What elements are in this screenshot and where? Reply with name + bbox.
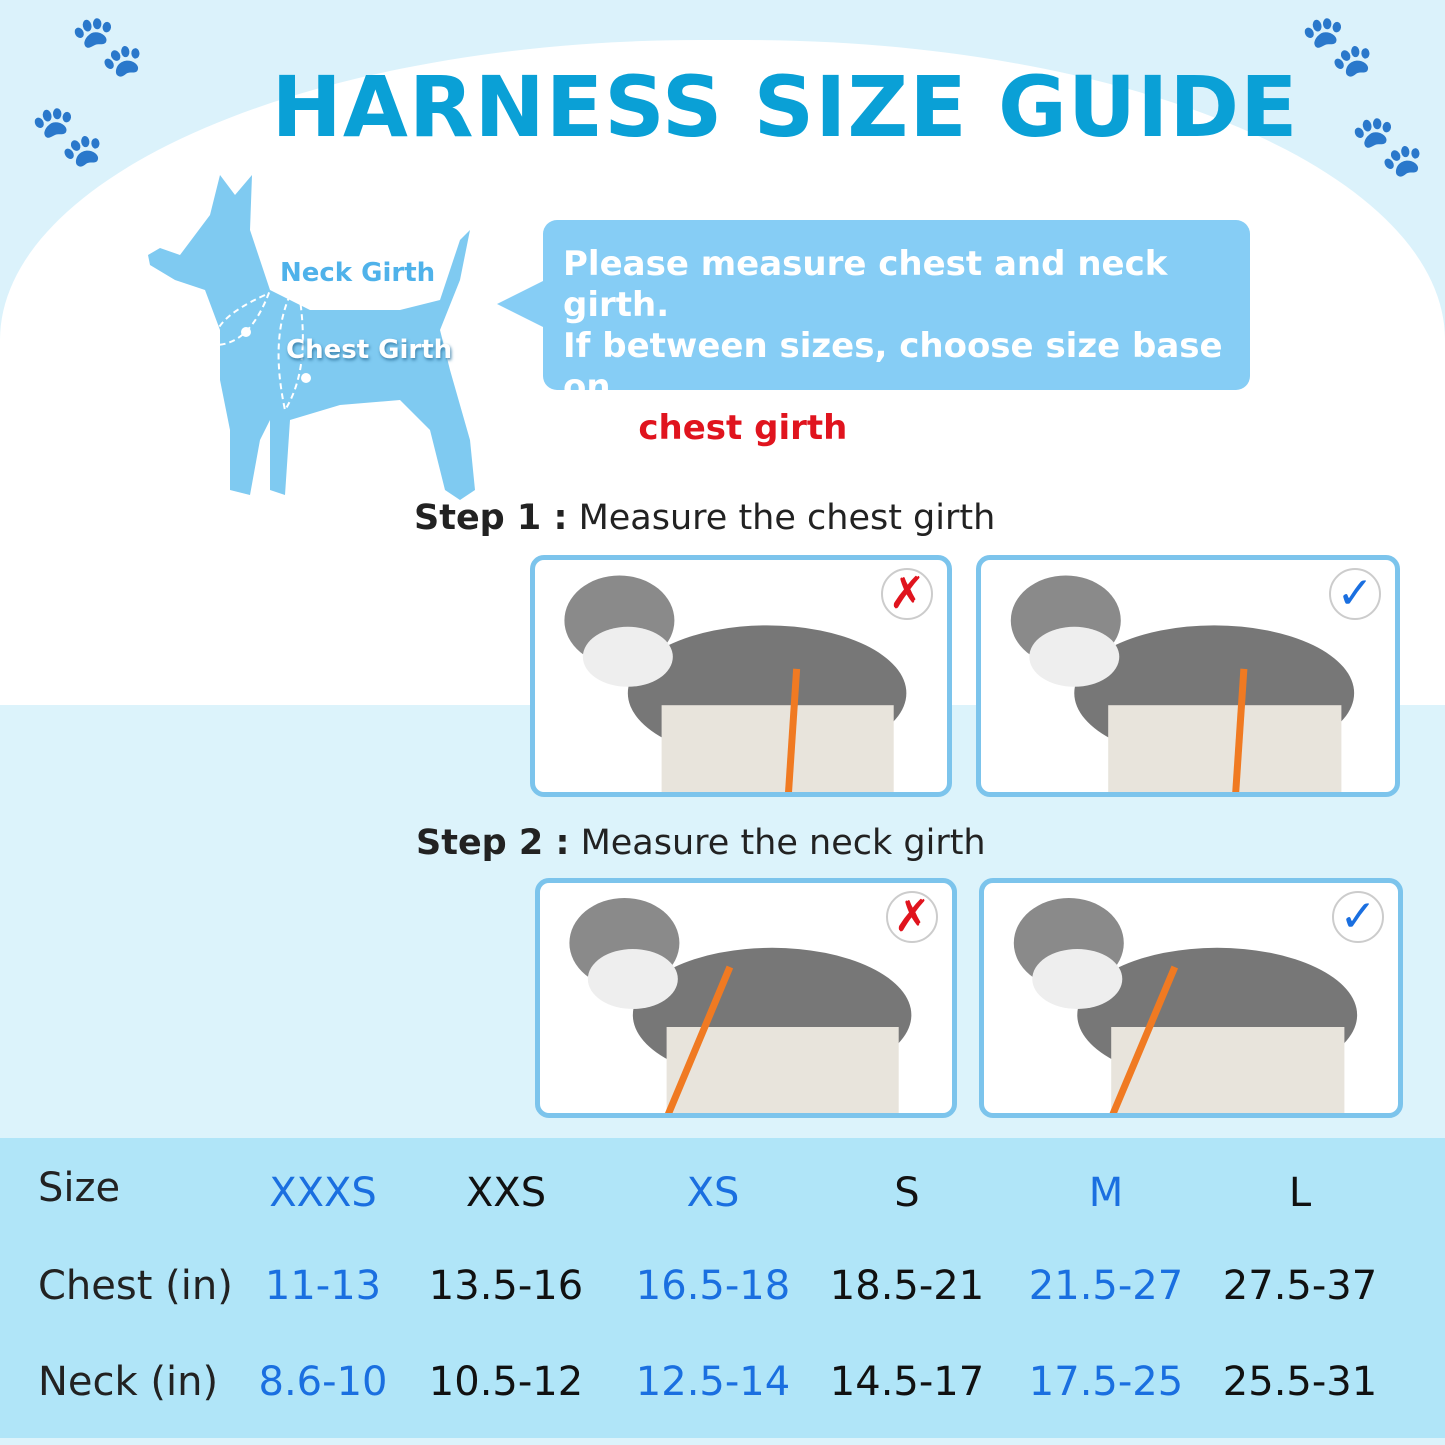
chest-cell: 11-13: [264, 1263, 382, 1309]
page-title: HARNESS SIZE GUIDE: [271, 58, 1299, 156]
dog-photo-correct: ✓: [979, 878, 1403, 1118]
neck-cell: 10.5-12: [428, 1359, 584, 1405]
callout-line: If between sizes, choose size base on: [563, 326, 1223, 407]
row-label: Chest (in): [38, 1263, 233, 1309]
check-mark-icon: ✓: [1332, 891, 1384, 943]
paw-icon: 🐾: [1300, 11, 1375, 81]
neck-cell: 14.5-17: [829, 1359, 985, 1405]
neck-cell: 8.6-10: [258, 1359, 388, 1405]
dog-diagram: Neck Girth Chest Girth: [140, 170, 520, 514]
chest-cell: 13.5-16: [428, 1263, 584, 1309]
x-mark-icon: ✗: [881, 568, 933, 620]
dog-silhouette-icon: [148, 175, 475, 500]
dog-photo-wrong: ✗: [535, 878, 957, 1118]
schnauzer-photo: [569, 898, 912, 1113]
chest-cell: 18.5-21: [829, 1263, 985, 1309]
size-table: [0, 1138, 1445, 1438]
sizes-cell: XS: [686, 1170, 740, 1216]
chest-girth-highlight: chest girth: [638, 408, 848, 448]
row-label: Neck (in): [38, 1359, 219, 1405]
sizes-cell: M: [1088, 1170, 1124, 1216]
paw-icon: 🐾: [70, 11, 145, 81]
neck-cell: 17.5-25: [1028, 1359, 1184, 1405]
x-mark-icon: ✗: [886, 891, 938, 943]
neck-girth-label: Neck Girth: [280, 258, 436, 288]
neck-cell: 12.5-14: [635, 1359, 791, 1405]
check-mark-icon: ✓: [1329, 568, 1381, 620]
sizes-cell: XXXS: [269, 1170, 377, 1216]
chest-girth-label: Chest Girth: [286, 335, 453, 365]
chest-cell: 16.5-18: [635, 1263, 791, 1309]
schnauzer-photo: [1013, 898, 1358, 1113]
paw-icon: 🐾: [30, 101, 105, 171]
schnauzer-photo: [564, 575, 907, 792]
chest-cell: 21.5-27: [1028, 1263, 1184, 1309]
row-label: Size: [38, 1165, 121, 1211]
sizes-cell: L: [1288, 1170, 1312, 1216]
callout-line: the chest girth.: [563, 408, 861, 448]
instruction-callout: Please measure chest and neck girth. If …: [497, 220, 1250, 448]
dog-photo-correct: ✓: [976, 555, 1400, 797]
dog-photo-wrong: ✗: [530, 555, 952, 797]
neck-cell: 25.5-31: [1222, 1359, 1378, 1405]
step-2-heading: Step 2 : Measure the neck girth: [416, 823, 986, 863]
paw-icon: 🐾: [1350, 111, 1425, 181]
sizes-cell: XXS: [465, 1170, 547, 1216]
step-1-heading: Step 1 : Measure the chest girth: [414, 498, 996, 538]
sizes-cell: S: [894, 1170, 920, 1216]
chest-cell: 27.5-37: [1222, 1263, 1378, 1309]
callout-line: Please measure chest and neck girth.: [563, 244, 1168, 325]
schnauzer-photo: [1010, 575, 1355, 792]
